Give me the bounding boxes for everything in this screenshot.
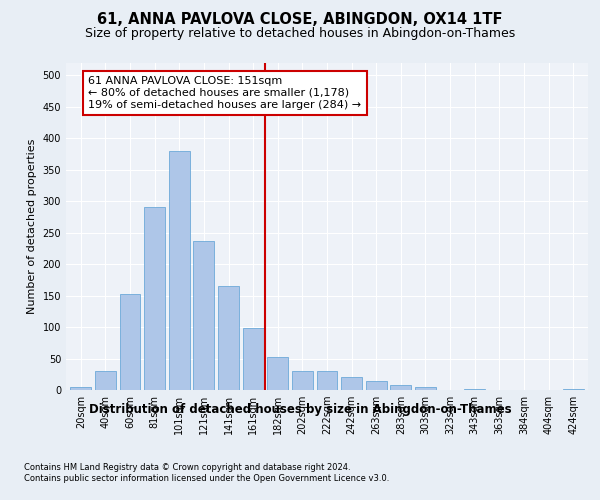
Bar (70, 387, 91, 390)
Bar (317, 371, 337, 390)
Bar (218, 286, 239, 390)
Bar (415, 388, 436, 390)
Bar (119, 294, 140, 390)
Bar (169, 150, 190, 390)
Text: Distribution of detached houses by size in Abingdon-on-Thames: Distribution of detached houses by size … (89, 402, 511, 415)
Bar (242, 328, 263, 390)
Bar (366, 380, 387, 390)
Text: Contains public sector information licensed under the Open Government Licence v3: Contains public sector information licen… (24, 474, 389, 483)
Bar (464, 388, 485, 390)
Bar (267, 356, 288, 390)
Y-axis label: Number of detached properties: Number of detached properties (27, 138, 37, 314)
Text: 61 ANNA PAVLOVA CLOSE: 151sqm
← 80% of detached houses are smaller (1,178)
19% o: 61 ANNA PAVLOVA CLOSE: 151sqm ← 80% of d… (88, 76, 361, 110)
Bar (95, 371, 116, 390)
Bar (341, 378, 362, 390)
Bar (144, 206, 165, 390)
Text: Contains HM Land Registry data © Crown copyright and database right 2024.: Contains HM Land Registry data © Crown c… (24, 462, 350, 471)
Bar (292, 371, 313, 390)
Text: Size of property relative to detached houses in Abingdon-on-Thames: Size of property relative to detached ho… (85, 28, 515, 40)
Bar (391, 385, 412, 390)
Bar (193, 242, 214, 390)
Text: 61, ANNA PAVLOVA CLOSE, ABINGDON, OX14 1TF: 61, ANNA PAVLOVA CLOSE, ABINGDON, OX14 1… (97, 12, 503, 28)
